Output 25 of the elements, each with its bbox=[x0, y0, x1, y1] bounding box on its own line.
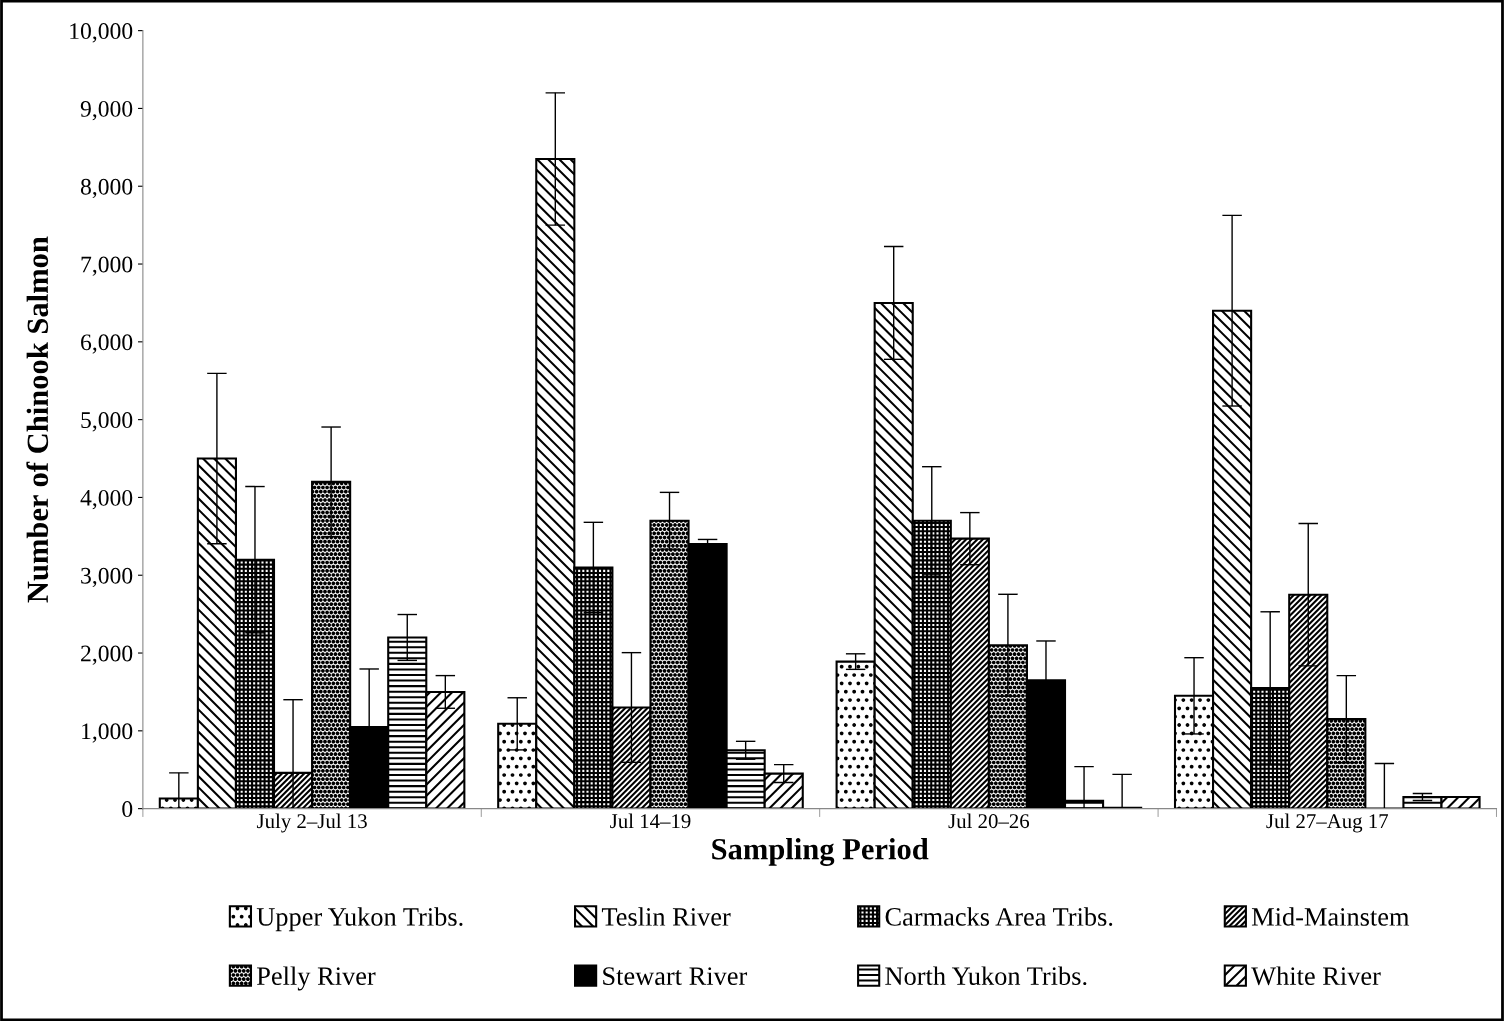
y-tick-label: 8,000 bbox=[80, 178, 133, 199]
legend-label: Upper Yukon Tribs. bbox=[256, 907, 463, 932]
y-axis-title: Number of Chinook Salmon bbox=[26, 236, 49, 603]
legend-label: Teslin River bbox=[601, 907, 731, 926]
y-tick-label: 1,000 bbox=[82, 723, 133, 743]
x-tick-label: Jul 27–Aug 17 bbox=[1266, 813, 1389, 833]
y-tick-label: 9,000 bbox=[80, 100, 133, 121]
y-tick-label: 7,000 bbox=[81, 256, 133, 276]
legend-label: Pelly River bbox=[257, 966, 376, 991]
legend-label: White River bbox=[1251, 966, 1381, 986]
x-tick-label: Jul 20–26 bbox=[948, 813, 1030, 829]
legend-label: North Yukon Tribs. bbox=[885, 966, 1087, 986]
y-tick-label: 3,000 bbox=[81, 567, 133, 588]
y-tick-label: 2,000 bbox=[81, 645, 133, 665]
y-tick-label: 10,000 bbox=[70, 23, 133, 43]
y-tick-label: 4,000 bbox=[80, 489, 133, 510]
y-tick-label: 0 bbox=[122, 801, 133, 818]
x-axis-title: Sampling Period bbox=[712, 838, 929, 866]
y-tick-label: 5,000 bbox=[81, 412, 133, 432]
x-tick-label: Jul 14–19 bbox=[610, 813, 691, 829]
legend-label: Mid-Mainstem bbox=[1251, 907, 1410, 926]
legend-label: Stewart River bbox=[603, 967, 748, 986]
x-tick-label: July 2–Jul 13 bbox=[256, 813, 367, 833]
legend-label: Carmacks Area Tribs. bbox=[885, 907, 1113, 926]
y-tick-label: 6,000 bbox=[81, 334, 133, 354]
